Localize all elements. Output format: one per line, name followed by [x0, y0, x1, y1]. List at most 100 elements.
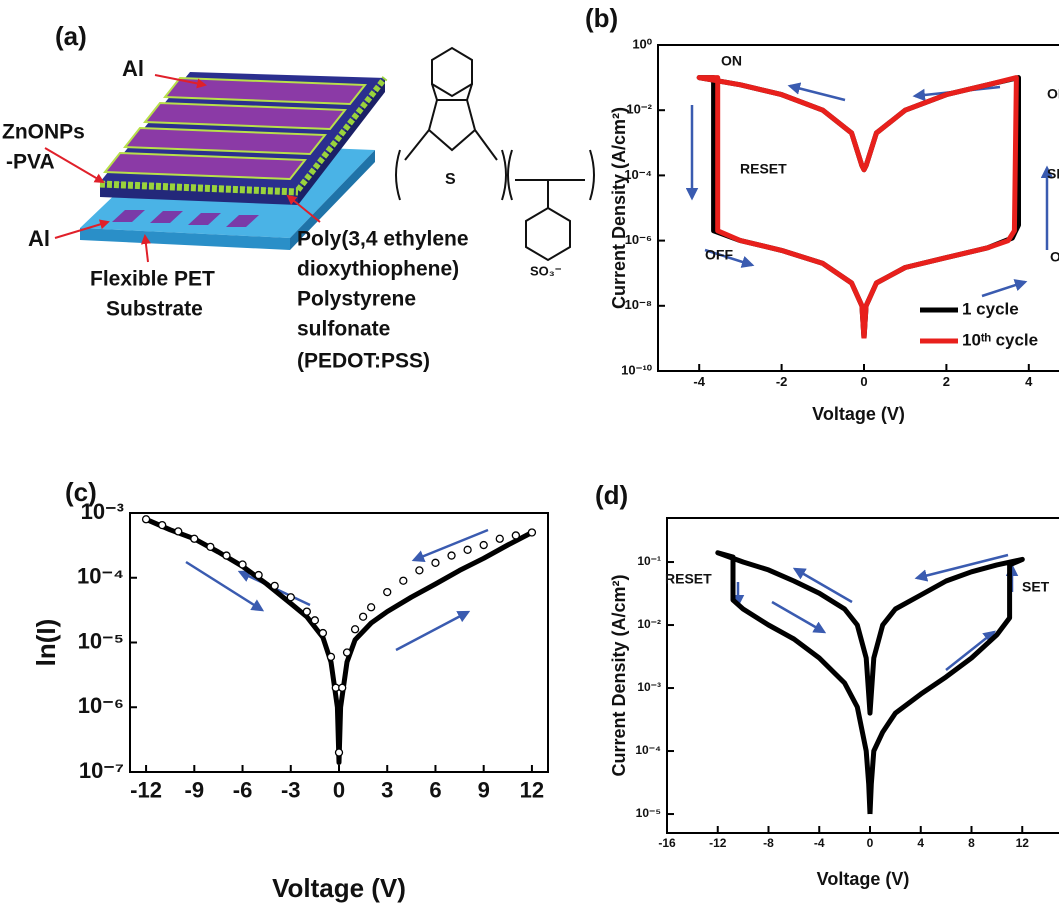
data-point	[358, 612, 368, 621]
chem-label: SO₃⁻	[530, 263, 562, 278]
data-point	[367, 603, 376, 612]
x-tick-label: -9	[185, 778, 205, 803]
annotation: SET	[1047, 166, 1059, 182]
data-point	[206, 542, 215, 552]
diagram-label: Polystyrene	[297, 288, 416, 311]
data-point	[270, 581, 279, 590]
panel-label: (a)	[55, 21, 87, 51]
x-tick-label: 8	[968, 836, 975, 850]
y-tick-label: 10⁻³	[81, 499, 124, 524]
x-tick-label: -2	[776, 374, 788, 389]
legend-label: 1 cycle	[962, 299, 1019, 318]
y-axis-label: Current Density (A/cm²)	[609, 574, 629, 776]
chart: (b) -4 -2 0 2 4 10⁻¹⁰ 10⁻⁸ 10⁻⁶ 10⁻⁴ 10⁻² 10⁰ Voltag…	[585, 3, 1059, 424]
y-tick-label: 10⁻²	[637, 617, 661, 631]
y-tick-label: 10⁻³	[637, 680, 661, 694]
x-tick-label: 3	[381, 778, 393, 803]
x-axis-label: Voltage (V)	[812, 404, 905, 424]
chart: (d) -16 -12 -8 -4 0 4 8 12 10⁻⁵ 10⁻⁴ 10⁻³ 10⁻² 10⁻¹ Vo…	[595, 480, 1059, 889]
x-tick-label: -12	[709, 836, 727, 850]
data-point	[302, 607, 311, 616]
data-point	[415, 566, 424, 575]
data-line	[715, 550, 1025, 815]
y-tick-label: 10⁻⁶	[78, 693, 124, 718]
y-tick-label: 10⁰	[632, 36, 652, 51]
diagram-label: Al	[122, 56, 144, 81]
annotation: OFF	[705, 247, 733, 263]
data-point	[174, 527, 183, 536]
data-point	[190, 534, 199, 543]
data-point	[310, 616, 320, 625]
x-tick-label: 0	[860, 374, 867, 389]
diagram-label: ZnONPs	[2, 121, 85, 144]
x-tick-label: 12	[520, 778, 544, 803]
x-tick-label: -8	[763, 836, 774, 850]
data-point	[399, 576, 408, 585]
x-axis-label: Voltage (V)	[817, 869, 910, 889]
diagram-label: -PVA	[6, 151, 55, 174]
y-tick-label: 10⁻⁷	[79, 758, 124, 783]
x-tick-label: 6	[429, 778, 441, 803]
data-point	[318, 628, 328, 638]
diagram-label: dioxythiophene)	[297, 258, 459, 281]
annotation: OFF	[1050, 249, 1059, 265]
data-point	[463, 545, 472, 554]
diagram-label: Poly(3,4 ethylene	[297, 228, 469, 251]
data-point	[479, 540, 488, 550]
annotation: RESET	[665, 571, 712, 587]
data-point	[254, 570, 263, 580]
y-tick-label: 10⁻⁵	[636, 806, 661, 820]
diagram-label: (PEDOT:PSS)	[297, 350, 430, 373]
x-tick-label: -3	[281, 778, 301, 803]
substrate-edge	[80, 228, 290, 250]
annotation: RESET	[740, 161, 787, 177]
x-tick-label: -4	[693, 374, 705, 389]
x-tick-label: 2	[943, 374, 950, 389]
x-tick-label: -12	[130, 778, 162, 803]
y-tick-label: 10⁻⁸	[625, 297, 652, 312]
data-point	[238, 560, 247, 569]
data-line	[696, 75, 1019, 339]
data-point	[342, 648, 352, 657]
legend-label: 10ᵗʰ cycle	[962, 330, 1038, 349]
x-tick-label: 9	[478, 778, 490, 803]
x-tick-label: -16	[658, 836, 676, 850]
annotation: ON	[721, 53, 742, 69]
diagram-label: sulfonate	[297, 318, 390, 341]
data-point	[158, 520, 167, 530]
x-tick-label: -6	[233, 778, 253, 803]
x-tick-label: 4	[1025, 374, 1033, 389]
data-point	[431, 558, 440, 567]
annotation: SET	[1022, 579, 1050, 595]
x-tick-label: 0	[867, 836, 874, 850]
y-tick-label: 10⁻¹	[637, 554, 661, 568]
data-point	[338, 683, 347, 692]
data-point	[286, 593, 295, 602]
substrate-side	[290, 150, 375, 250]
y-axis-label: Current Density (A/cm²)	[609, 107, 629, 309]
y-tick-label: 10⁻¹⁰	[621, 362, 653, 377]
diagram-label: Substrate	[106, 298, 203, 321]
data-point	[383, 587, 392, 597]
y-tick-label: 10⁻⁴	[77, 564, 124, 589]
x-axis-label: Voltage (V)	[272, 873, 406, 903]
x-tick-label: 4	[917, 836, 924, 850]
y-tick-label: 10⁻²	[626, 102, 652, 117]
data-point	[511, 531, 520, 540]
y-tick-label: 10⁻⁴	[624, 167, 652, 182]
y-tick-label: 10⁻⁵	[78, 628, 124, 653]
chem-label: S	[445, 171, 456, 188]
annotation: ON	[1047, 86, 1059, 102]
device-diagram	[44, 72, 388, 263]
x-tick-label: 12	[1016, 836, 1030, 850]
panel-label: (d)	[595, 480, 628, 510]
data-point	[141, 515, 151, 524]
chart: (c) -12 -9 -6 -3 0 3 6 9 12 10⁻⁷ 10⁻⁶ 10⁻⁵ 10⁻⁴ 10⁻³ Vo…	[31, 477, 549, 903]
sweep-arrows	[185, 82, 1054, 671]
chemical-structure	[395, 46, 595, 262]
data-point	[495, 534, 504, 543]
data-point	[326, 652, 336, 662]
data-point	[350, 625, 360, 634]
data-line	[145, 517, 534, 765]
